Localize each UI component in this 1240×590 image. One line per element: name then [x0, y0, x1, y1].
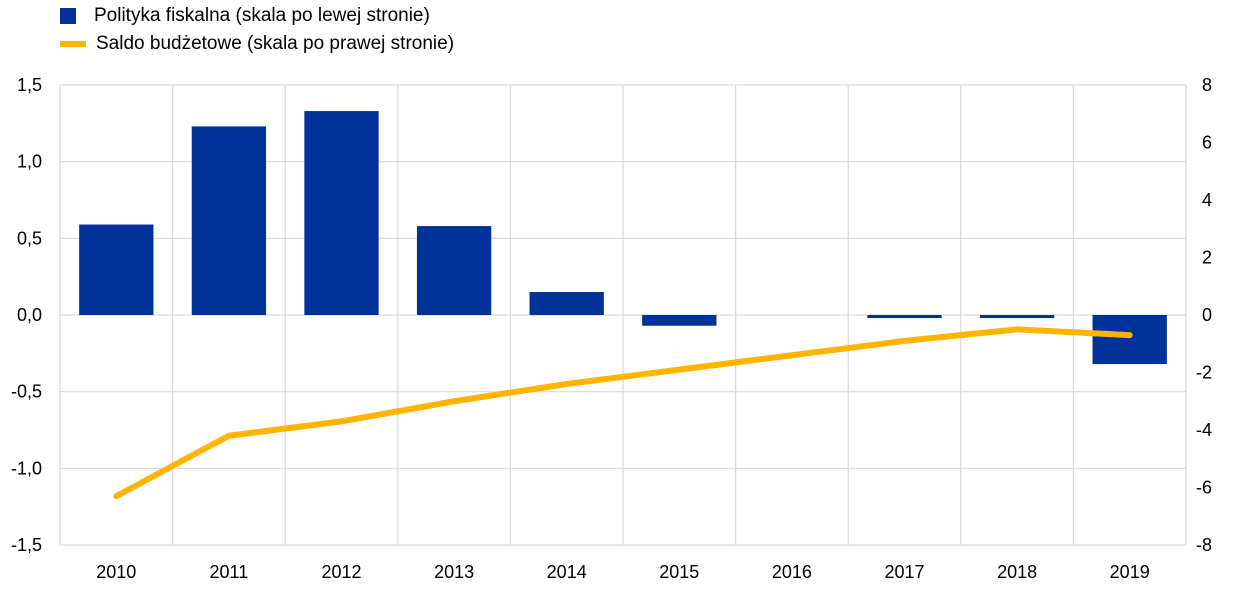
bar: [867, 315, 942, 319]
right-tick-label: -2: [1196, 363, 1212, 383]
left-tick-label: 1,5: [17, 75, 42, 95]
x-tick-label: 2011: [210, 562, 249, 582]
x-tick-label: 2016: [772, 562, 812, 582]
bar: [642, 315, 717, 326]
x-tick-label: 2018: [997, 562, 1037, 582]
bar: [304, 111, 379, 315]
bar: [1092, 315, 1167, 365]
axes: 1,5 1,0 0,5 0,0 -0,5 -1,0 -1,5 8 6 4 2 0 -2 -4 -6 -8 201…: [11, 75, 1212, 582]
left-tick-label: 0,5: [17, 228, 42, 248]
legend-swatch-line: [60, 41, 86, 47]
right-tick-label: -8: [1196, 535, 1212, 555]
x-tick-label: 2013: [434, 562, 474, 582]
series-line: [113, 326, 1133, 500]
right-tick-label: 2: [1202, 248, 1212, 268]
line-series: [113, 326, 1133, 500]
right-tick-label: 6: [1202, 133, 1212, 153]
x-tick-label: 2019: [1110, 562, 1150, 582]
x-tick-label: 2010: [96, 562, 136, 582]
right-tick-label: -4: [1196, 420, 1212, 440]
left-tick-label: 1,0: [17, 152, 42, 172]
bar: [979, 315, 1055, 319]
left-tick-label: -1,5: [11, 535, 42, 555]
legend-label-line: Saldo budżetowe (skala po prawej stronie…: [96, 33, 455, 54]
legend: Polityka fiskalna (skala po lewej stroni…: [60, 2, 454, 58]
grid-lines: [59, 84, 1187, 546]
bar: [416, 226, 492, 315]
legend-label-bar: Polityka fiskalna (skala po lewej stroni…: [94, 5, 430, 26]
legend-swatch-bar: [60, 8, 76, 24]
right-tick-label: 8: [1202, 75, 1212, 95]
right-tick-label: -6: [1196, 478, 1212, 498]
legend-item-bar: Polityka fiskalna (skala po lewej stroni…: [60, 2, 454, 30]
x-tick-label: 2015: [659, 562, 699, 582]
bar: [191, 126, 267, 316]
bar-series: [79, 111, 1167, 365]
left-tick-label: -0,5: [11, 382, 42, 402]
x-tick-label: 2017: [884, 562, 924, 582]
left-tick-label: -1,0: [11, 458, 42, 478]
bar: [79, 224, 154, 315]
x-tick-label: 2012: [321, 562, 361, 582]
bar: [529, 292, 604, 315]
x-tick-label: 2014: [547, 562, 587, 582]
right-tick-label: 0: [1202, 305, 1212, 325]
left-tick-label: 0,0: [17, 305, 42, 325]
legend-item-line: Saldo budżetowe (skala po prawej stronie…: [60, 30, 454, 58]
right-tick-label: 4: [1202, 190, 1212, 210]
